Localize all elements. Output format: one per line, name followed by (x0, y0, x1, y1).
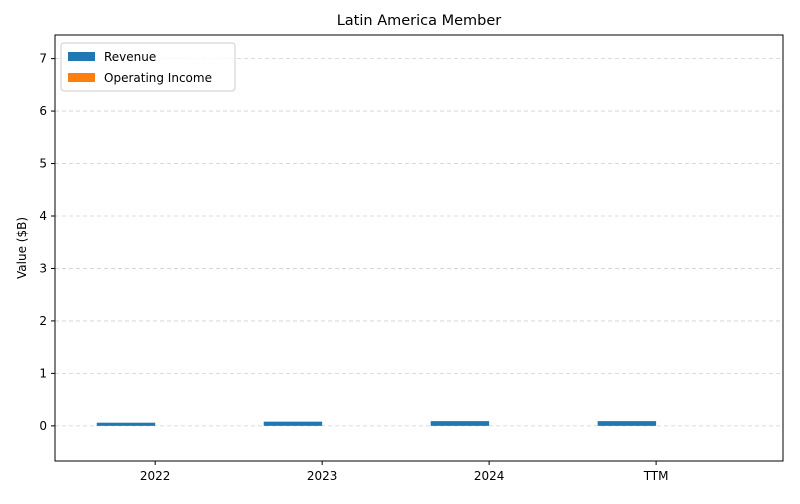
legend-swatch-revenue (68, 52, 95, 61)
legend-label-revenue: Revenue (104, 50, 156, 64)
x-tick-label: 2022 (140, 469, 171, 483)
y-tick-label: 5 (39, 157, 47, 171)
y-tick-label: 1 (39, 366, 47, 380)
bars (96, 421, 657, 426)
y-tick-label: 4 (39, 209, 47, 223)
y-axis-label: Value ($B) (15, 217, 29, 279)
y-tick-label: 7 (39, 52, 47, 66)
y-tick-label: 2 (39, 314, 47, 328)
x-tick-label: 2023 (307, 469, 338, 483)
legend: Revenue Operating Income (60, 42, 236, 92)
chart-title: Latin America Member (337, 13, 502, 29)
legend-label-operating-income: Operating Income (104, 71, 212, 85)
bar-revenue-2023 (263, 421, 323, 426)
x-tick-label: 2024 (474, 469, 505, 483)
y-tick-label: 0 (39, 419, 47, 433)
y-tick-label: 6 (39, 104, 47, 118)
x-axis-ticks: 2022 2023 2024 TTM (140, 461, 669, 483)
grid-lines (55, 58, 783, 427)
y-tick-label: 3 (39, 261, 47, 275)
plot-frame (54, 34, 784, 462)
legend-swatch-operating-income (68, 73, 95, 82)
y-axis-ticks: 0 1 2 3 4 5 6 7 (39, 52, 55, 433)
bar-revenue-2022 (96, 422, 156, 426)
bar-revenue-ttm (597, 421, 657, 426)
legend-box (60, 42, 236, 92)
x-tick-label: TTM (643, 469, 669, 483)
bar-revenue-2024 (430, 421, 490, 426)
